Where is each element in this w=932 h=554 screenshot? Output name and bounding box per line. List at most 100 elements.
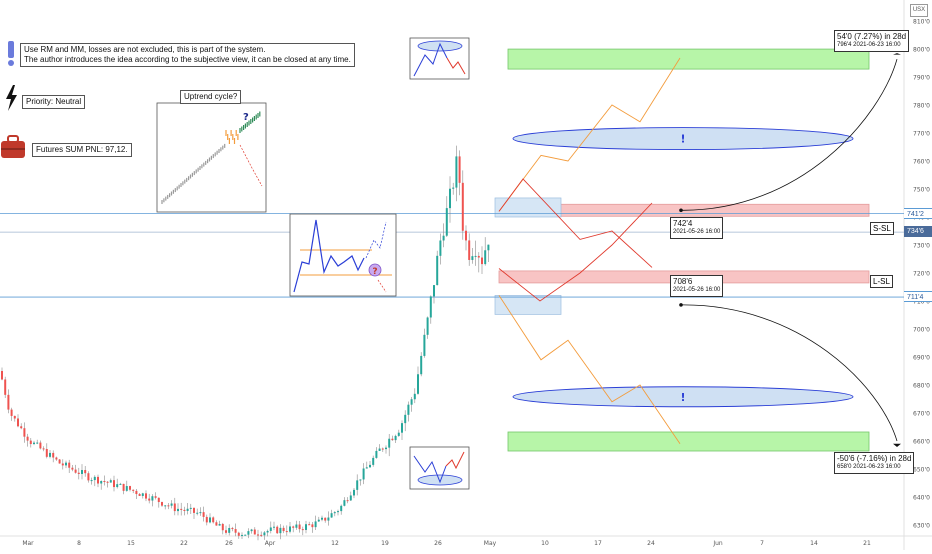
- lower-entry-zone: [494, 295, 562, 315]
- up-curve-head: [893, 53, 901, 55]
- candle-body: [295, 524, 298, 528]
- candle-body: [282, 527, 285, 532]
- red-down-path: [498, 202, 653, 302]
- candle-body: [189, 507, 192, 509]
- x-tick-label: 26: [434, 540, 442, 547]
- long-sl-price: 708'6: [673, 277, 693, 286]
- candle-body: [324, 517, 327, 521]
- candle-body: [183, 509, 186, 511]
- down-target-sub: 658'0 2021-06-23 16:00: [837, 464, 901, 470]
- candle-body: [36, 442, 39, 444]
- candle-body: [407, 404, 410, 415]
- candle-body: [100, 480, 103, 484]
- lower-ellipse: [512, 386, 854, 408]
- inset-bottom-red: [445, 451, 465, 470]
- x-tick-label: 21: [863, 540, 871, 547]
- up-target-box: 54'0 (7.27%) in 28d 796'4 2021-06-23 16:…: [834, 30, 910, 52]
- candle-body: [279, 527, 282, 534]
- candle-body: [119, 483, 122, 485]
- y-tick-label: 660'0: [913, 439, 930, 446]
- candle-body: [378, 448, 381, 451]
- candle-body: [273, 526, 275, 528]
- y-tick-label: 800'0: [913, 47, 930, 54]
- candle-body: [87, 473, 90, 481]
- y-tick-label: 630'0: [913, 523, 930, 530]
- candle-body: [417, 374, 419, 394]
- candle-body: [471, 256, 474, 260]
- y-tick-label: 760'0: [913, 159, 930, 166]
- candle-body: [250, 529, 253, 532]
- x-tick-label: 19: [381, 540, 389, 547]
- candle-body: [349, 495, 352, 501]
- candle-body: [375, 450, 378, 458]
- candle-body: [125, 486, 128, 491]
- long-sl-time: 2021-05-26 16:00: [673, 287, 721, 293]
- candle-body: [90, 480, 93, 482]
- candle-body: [481, 257, 483, 265]
- x-tick-label: 7: [760, 540, 764, 547]
- candle-body: [4, 379, 7, 395]
- x-tick-label: 10: [541, 540, 549, 547]
- candle-body: [477, 255, 480, 258]
- candle-body: [180, 508, 183, 510]
- candle-body: [196, 512, 199, 514]
- candle-body: [7, 394, 10, 410]
- x-tick-label: 12: [331, 540, 339, 547]
- candle-body: [234, 529, 237, 533]
- up-target-main: 54'0 (7.27%) in 28d: [837, 32, 907, 41]
- y-tick-label: 680'0: [913, 383, 930, 390]
- candle-body: [205, 516, 208, 523]
- candle-body: [452, 187, 455, 189]
- x-tick-label: 22: [180, 540, 188, 547]
- up-target-zone: [507, 48, 870, 70]
- candle-body: [177, 508, 179, 512]
- up-curve-arrow: [680, 58, 898, 211]
- long-sl-tag: L-SL: [870, 275, 893, 288]
- candle-body: [301, 529, 304, 531]
- y-tick-label: 670'0: [913, 411, 930, 418]
- candle-body: [449, 188, 451, 209]
- down-curve-head: [893, 443, 901, 447]
- y-tick-label: 780'0: [913, 103, 930, 110]
- candle-body: [212, 517, 215, 523]
- candle-body: [343, 500, 346, 506]
- candle-body: [138, 494, 141, 496]
- candle-body: [330, 513, 333, 518]
- candle-body: [1, 371, 3, 380]
- candle-body: [225, 530, 227, 533]
- candle-body: [465, 230, 467, 241]
- candle-body: [154, 496, 157, 498]
- candle-body: [397, 432, 400, 436]
- candle-body: [148, 498, 151, 501]
- candle-body: [116, 484, 119, 488]
- y-tick-label: 650'0: [913, 467, 930, 474]
- candle-body: [247, 531, 250, 535]
- candle-body: [93, 476, 96, 481]
- candle-body: [39, 442, 42, 449]
- y-tick-label: 790'0: [913, 75, 930, 82]
- candle-body: [135, 490, 138, 495]
- inset-top-red: [446, 57, 466, 75]
- candle-body: [404, 414, 407, 424]
- upper-entry-zone: [494, 197, 562, 218]
- candle-body: [231, 527, 234, 530]
- inset-range-frame: [289, 213, 397, 297]
- candle-body: [17, 418, 19, 427]
- candle-body: [253, 529, 256, 535]
- candle-body: [221, 523, 224, 531]
- candle-body: [305, 524, 307, 530]
- y-tick-label: 690'0: [913, 355, 930, 362]
- candle-body: [474, 255, 477, 257]
- candle-body: [141, 493, 144, 496]
- lightning-icon: [4, 85, 18, 115]
- candle-body: [257, 534, 259, 536]
- candle-body: [394, 435, 397, 441]
- candle-body: [385, 447, 387, 450]
- lower-ellipse-mark: !: [680, 391, 685, 404]
- uptrend-cycle-label: Uptrend cycle?: [180, 90, 242, 104]
- candle-body: [109, 480, 112, 483]
- candle-body: [436, 255, 439, 286]
- candle-body: [353, 489, 355, 496]
- candle-body: [84, 469, 87, 474]
